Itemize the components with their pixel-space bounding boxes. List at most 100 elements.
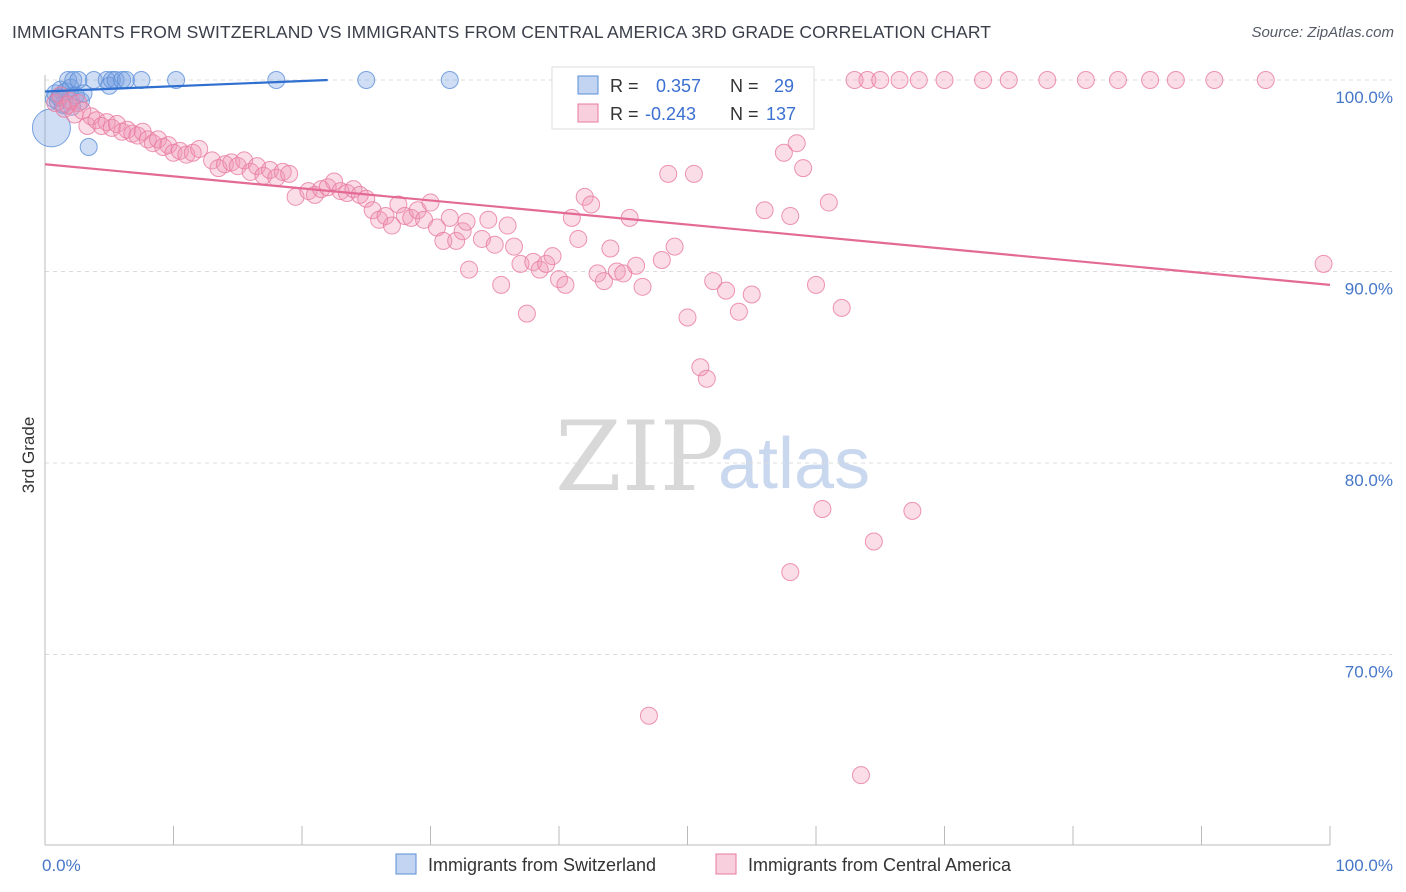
legend-series-2-name: Immigrants from Central America — [748, 855, 1012, 875]
trend-line-series-1 — [44, 78, 328, 93]
axes: 100.0% 90.0% 80.0% 70.0% 0.0% 100.0% — [42, 75, 1393, 875]
y-tick-label-2: 80.0% — [1345, 471, 1393, 490]
point-series-2-76 — [505, 237, 524, 256]
point-series-2-48 — [325, 172, 344, 191]
legend-swatch-series-2 — [715, 853, 737, 875]
y-tick-label-1: 90.0% — [1345, 280, 1393, 299]
point-series-2-4 — [61, 92, 80, 111]
point-series-2-113 — [781, 206, 800, 225]
point-series-2-114 — [787, 134, 806, 153]
point-series-2-132 — [1205, 71, 1224, 89]
point-series-2-84 — [556, 275, 575, 294]
point-series-2-118 — [832, 298, 851, 317]
point-series-2-82 — [543, 247, 562, 266]
point-series-2-56 — [376, 206, 395, 225]
point-series-2-122 — [890, 71, 909, 89]
point-series-2-129 — [1108, 71, 1127, 89]
point-series-2-75 — [498, 216, 517, 235]
point-series-2-96 — [633, 277, 652, 296]
point-series-2-66 — [440, 208, 459, 227]
point-series-2-137 — [851, 766, 870, 785]
legend-swatch-central-america — [577, 103, 599, 123]
point-series-2-136 — [813, 499, 832, 518]
point-series-2-91 — [601, 239, 620, 258]
point-series-2-98 — [652, 251, 671, 270]
point-series-2-124 — [935, 71, 954, 89]
legend-n-label-1: N = — [730, 76, 759, 96]
point-series-2-29 — [190, 139, 209, 158]
point-series-2-121 — [871, 71, 890, 89]
y-tick-label-3: 70.0% — [1345, 663, 1393, 682]
point-series-1-25 — [357, 71, 376, 89]
point-series-2-135 — [639, 706, 658, 725]
watermark: ZIP atlas — [555, 401, 870, 513]
point-series-2-116 — [807, 275, 825, 294]
point-series-1-14 — [79, 138, 98, 157]
point-series-2-63 — [421, 193, 440, 212]
point-series-2-100 — [665, 237, 684, 256]
source-credit: Source: ZipAtlas.com — [1251, 24, 1394, 41]
x-tick-label-1: 100.0% — [1335, 856, 1393, 875]
point-series-1-21 — [116, 71, 135, 89]
point-series-1-0 — [31, 108, 71, 148]
point-series-2-92 — [607, 262, 626, 281]
point-series-2-112 — [774, 143, 793, 162]
point-series-2-125 — [974, 71, 993, 89]
point-series-2-133 — [1256, 71, 1275, 89]
point-series-2-119 — [845, 71, 864, 89]
point-series-2-139 — [903, 501, 922, 520]
chart-title: IMMIGRANTS FROM SWITZERLAND VS IMMIGRANT… — [12, 22, 992, 42]
point-series-1-9 — [64, 71, 83, 89]
point-series-2-127 — [1038, 71, 1057, 89]
watermark-zip: ZIP — [555, 401, 724, 513]
legend-series-1-name: Immigrants from Switzerland — [428, 855, 656, 875]
point-series-2-89 — [588, 264, 607, 283]
point-series-2-67 — [447, 231, 466, 250]
point-series-1-11 — [69, 71, 88, 89]
point-series-2-90 — [594, 272, 613, 291]
point-series-2-88 — [582, 195, 601, 214]
stats-legend: R = 0.357 N = 29 R = -0.243 N = 137 — [551, 66, 815, 130]
point-series-2-108 — [729, 302, 748, 321]
legend-r-label-2: R = — [610, 104, 639, 124]
point-series-2-42 — [280, 164, 299, 183]
trend-line-series-2 — [44, 163, 1331, 287]
point-series-2-8 — [78, 116, 97, 135]
point-series-2-86 — [569, 229, 588, 248]
point-series-2-134 — [1314, 254, 1333, 273]
point-series-2-126 — [999, 71, 1018, 89]
point-series-2-95 — [627, 256, 646, 275]
point-series-1-23 — [167, 71, 186, 89]
point-series-2-68 — [453, 222, 472, 241]
point-series-2-106 — [704, 272, 723, 291]
point-series-2-72 — [479, 210, 498, 229]
y-axis-label: 3rd Grade — [19, 417, 38, 494]
point-series-2-70 — [460, 260, 479, 279]
point-series-2-138 — [864, 532, 883, 551]
point-series-2-109 — [742, 285, 761, 304]
legend-swatch-series-1 — [395, 853, 417, 875]
point-series-2-123 — [909, 71, 928, 89]
point-series-2-78 — [517, 304, 536, 323]
point-series-2-110 — [755, 201, 774, 220]
trend-layer — [44, 78, 1331, 287]
point-series-2-85 — [562, 208, 581, 227]
point-series-2-99 — [659, 164, 678, 183]
point-series-2-74 — [492, 275, 511, 294]
point-series-2-41 — [273, 162, 292, 181]
x-tick-label-0: 0.0% — [42, 856, 81, 875]
point-series-2-104 — [691, 358, 710, 377]
legend-n-value-1: 29 — [774, 76, 794, 96]
point-series-2-102 — [678, 308, 697, 327]
legend-r-value-1: 0.357 — [656, 76, 701, 96]
point-series-2-115 — [794, 159, 813, 178]
point-series-2-58 — [389, 195, 408, 214]
watermark-atlas: atlas — [718, 424, 870, 504]
legend-r-label-1: R = — [610, 76, 639, 96]
y-tick-label-0: 100.0% — [1335, 88, 1393, 107]
legend-n-label-2: N = — [730, 104, 759, 124]
point-series-2-103 — [684, 164, 703, 183]
point-series-2-81 — [537, 254, 556, 273]
point-series-2-69 — [457, 212, 476, 231]
